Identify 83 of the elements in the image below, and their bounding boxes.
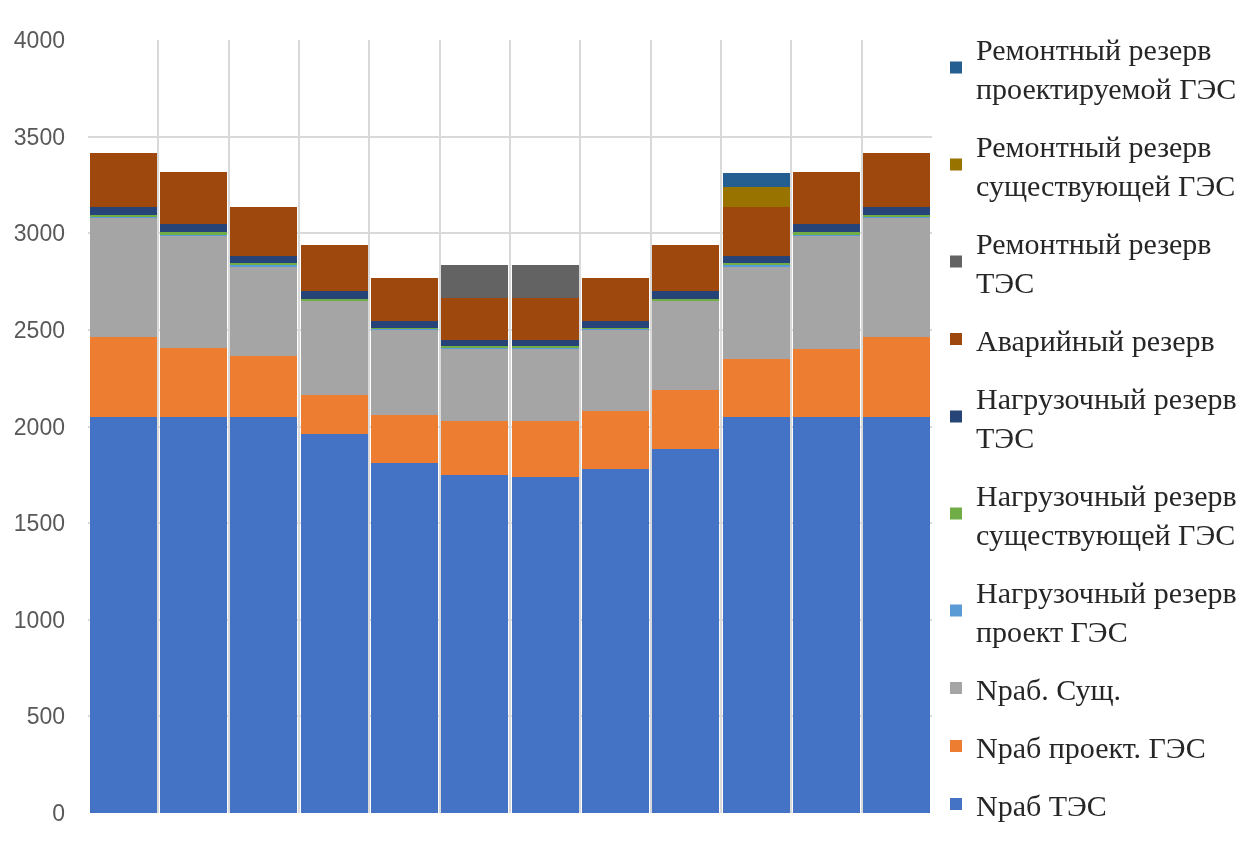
y-tick-label: 500 [26, 703, 65, 730]
bar [511, 297, 579, 340]
bar [722, 206, 790, 257]
bar [159, 235, 228, 349]
bar [792, 171, 861, 224]
bar [722, 187, 790, 207]
bar [511, 476, 579, 813]
bar [863, 416, 931, 813]
bar [792, 223, 861, 233]
bar [300, 300, 368, 395]
bar [441, 420, 509, 475]
legend-label: Ремонтный резерв проектируемой ГЭС [976, 32, 1237, 105]
legend-label: Нагрузочный резерв проект ГЭС [976, 575, 1237, 648]
bar [722, 256, 790, 264]
y-tick-label: 1500 [13, 510, 65, 537]
bar [581, 329, 650, 412]
bar [792, 235, 861, 350]
bar [792, 349, 861, 417]
bar [722, 358, 790, 417]
bar [441, 264, 509, 298]
bar [863, 207, 931, 215]
bar [581, 277, 650, 322]
bar [370, 277, 439, 322]
bar [722, 416, 790, 813]
bar [230, 266, 298, 356]
bar [863, 217, 931, 337]
legend-label: Nраб ТЭС [976, 788, 1107, 822]
bar [652, 291, 720, 299]
bar [511, 420, 579, 477]
bar [441, 348, 509, 421]
bar [722, 266, 790, 359]
bar [581, 321, 650, 328]
bar [300, 291, 368, 299]
bar [511, 264, 579, 298]
bar [370, 414, 439, 464]
bar [511, 339, 579, 347]
legend-label: Ремонтный резерв существующей ГЭС [976, 129, 1236, 202]
bar [89, 207, 157, 215]
y-tick-label: 0 [52, 800, 65, 827]
bar [652, 448, 720, 813]
bar [652, 244, 720, 292]
bar [652, 389, 720, 449]
bar [581, 411, 650, 470]
bar [652, 300, 720, 390]
bar [230, 355, 298, 417]
legend-label: Nраб проект. ГЭС [976, 730, 1206, 764]
legend-label: Аварийный резерв [976, 323, 1215, 357]
bar [792, 416, 861, 813]
bar [89, 416, 157, 813]
bar [441, 474, 509, 813]
bar [300, 394, 368, 435]
bar [370, 463, 439, 813]
legend-label: Нагрузочный резерв существующей ГЭС [976, 478, 1237, 551]
bar [159, 416, 228, 813]
y-tick-label: 3500 [13, 123, 65, 150]
bar [863, 336, 931, 417]
y-tick-label: 3000 [13, 220, 65, 247]
bar [230, 416, 298, 813]
bar [230, 256, 298, 264]
bar [89, 153, 157, 208]
legend-label: Нагрузочный резерв ТЭС [976, 381, 1237, 454]
bar [863, 153, 931, 208]
bar [511, 348, 579, 421]
bar [230, 206, 298, 257]
y-tick-label: 1000 [13, 606, 65, 633]
bar [159, 348, 228, 417]
bar [89, 217, 157, 337]
bar [159, 223, 228, 233]
bar [159, 171, 228, 224]
bar [441, 339, 509, 347]
legend-label: Nраб. Сущ. [976, 672, 1122, 706]
bar [89, 336, 157, 417]
y-tick-label: 2000 [13, 413, 65, 440]
bar [441, 297, 509, 340]
y-tick-label: 2500 [13, 316, 65, 343]
bar [300, 244, 368, 292]
bar [722, 172, 790, 188]
legend-label: Ремонтный резерв ТЭС [976, 226, 1212, 299]
bar [370, 321, 439, 328]
bar [370, 329, 439, 415]
bar [300, 434, 368, 813]
bar [581, 469, 650, 813]
y-tick-label: 4000 [13, 27, 65, 54]
